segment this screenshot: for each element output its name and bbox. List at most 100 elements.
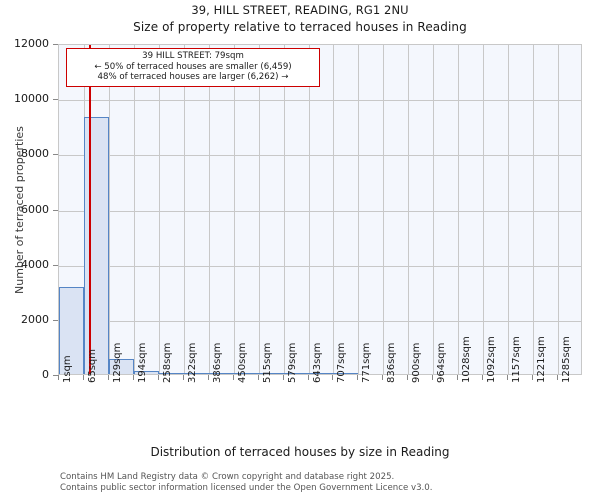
x-tick-mark [58,375,59,380]
gridline-vertical [183,45,185,374]
x-tick-label: 129sqm [111,342,123,383]
gridline-vertical [283,45,285,374]
footer-line-2: Contains public sector information licen… [60,482,433,493]
gridline-vertical [308,45,310,374]
x-tick-label: 450sqm [236,342,248,383]
x-tick-mark [557,375,559,380]
bar [158,372,184,374]
gridline-vertical [233,45,235,374]
bar [83,116,109,374]
gridline-horizontal [59,100,581,102]
x-tick-mark [457,375,459,380]
x-tick-label: 194sqm [136,342,148,383]
x-tick-label: 900sqm [411,342,423,383]
gridline-horizontal [59,320,581,322]
gridline-vertical [158,45,160,374]
bar [283,372,309,374]
y-tick-mark [53,44,58,45]
x-tick-mark [232,375,234,380]
bar [183,372,209,374]
x-tick-label: 964sqm [436,342,448,383]
gridline-vertical [433,45,435,374]
property-size-marker-line [89,45,92,374]
x-tick-label: 771sqm [361,342,373,383]
x-tick-label: 1221sqm [536,336,548,383]
x-tick-mark [107,375,109,380]
x-tick-mark [132,375,134,380]
x-tick-mark [182,375,184,380]
marker-line-layer [59,45,581,374]
y-tick-label: 10000 [14,92,49,106]
y-axis-label: Number of terraced properties [13,125,26,294]
x-tick-mark [282,375,284,380]
y-tick-label: 8000 [21,147,49,161]
x-tick-mark [82,375,84,380]
x-tick-label: 258sqm [161,342,173,383]
gridline-vertical [458,45,460,374]
x-tick-mark [507,375,509,380]
x-tick-mark [307,375,309,380]
chart-subtitle: Size of property relative to terraced ho… [133,20,467,34]
x-tick-label: 322sqm [186,342,198,383]
gridline-horizontal [59,155,581,157]
gridline-vertical [258,45,260,374]
x-tick-mark [257,375,259,380]
annotation-line-3: 48% of terraced houses are larger (6,262… [97,72,289,82]
gridline-horizontal [59,210,581,212]
x-axis-label: Distribution of terraced houses by size … [150,445,450,459]
x-tick-mark [357,375,359,380]
x-tick-mark [407,375,409,380]
gridline-vertical [208,45,210,374]
bar [333,372,359,374]
annotation-box: 39 HILL STREET: 79sqm ← 50% of terraced … [66,48,320,87]
x-tick-label: 579sqm [286,342,298,383]
gridline-vertical [558,45,560,374]
x-tick-mark [332,375,334,380]
gridline-vertical [483,45,485,374]
x-tick-mark [532,375,534,380]
gridline-horizontal [59,265,581,267]
bar [308,372,334,374]
footer-attribution: Contains HM Land Registry data © Crown c… [60,472,432,493]
y-tick-label: 4000 [21,257,49,271]
x-tick-mark [482,375,484,380]
x-tick-label: 1285sqm [561,336,573,383]
gridline-vertical [108,45,110,374]
x-tick-label: 1028sqm [461,336,473,383]
y-tick-mark [53,99,58,101]
x-tick-label: 707sqm [336,342,348,383]
x-tick-label: 836sqm [386,342,398,383]
gridline-vertical [383,45,385,374]
x-tick-mark [382,375,384,380]
bar [133,370,159,374]
plot-area [58,44,582,375]
chart-title: 39, HILL STREET, READING, RG1 2NU [191,3,409,17]
x-tick-label: 515sqm [261,342,273,383]
gridline-vertical [333,45,335,374]
bar [258,372,284,374]
x-tick-label: 65sqm [86,348,98,383]
x-tick-mark [157,375,159,380]
bar [208,372,234,374]
x-tick-label: 386sqm [211,342,223,383]
x-tick-mark [432,375,434,380]
bar [108,358,134,374]
bar-series [59,45,581,374]
x-tick-label: 643sqm [311,342,323,383]
gridlines [59,45,581,374]
y-tick-label: 12000 [14,37,49,50]
bar [233,372,259,374]
annotation-line-1: 39 HILL STREET: 79sqm [142,51,244,61]
y-tick-label: 0 [42,368,49,381]
gridline-vertical [133,45,135,374]
y-tick-mark [53,375,58,376]
x-tick-label: 1sqm [62,355,73,383]
gridline-vertical [358,45,360,374]
x-tick-label: 1092sqm [486,336,498,383]
footer-line-1: Contains HM Land Registry data © Crown c… [60,472,395,482]
y-tick-mark [53,154,58,156]
y-tick-label: 6000 [21,202,49,216]
y-tick-mark [53,209,58,211]
y-tick-mark [53,319,58,321]
